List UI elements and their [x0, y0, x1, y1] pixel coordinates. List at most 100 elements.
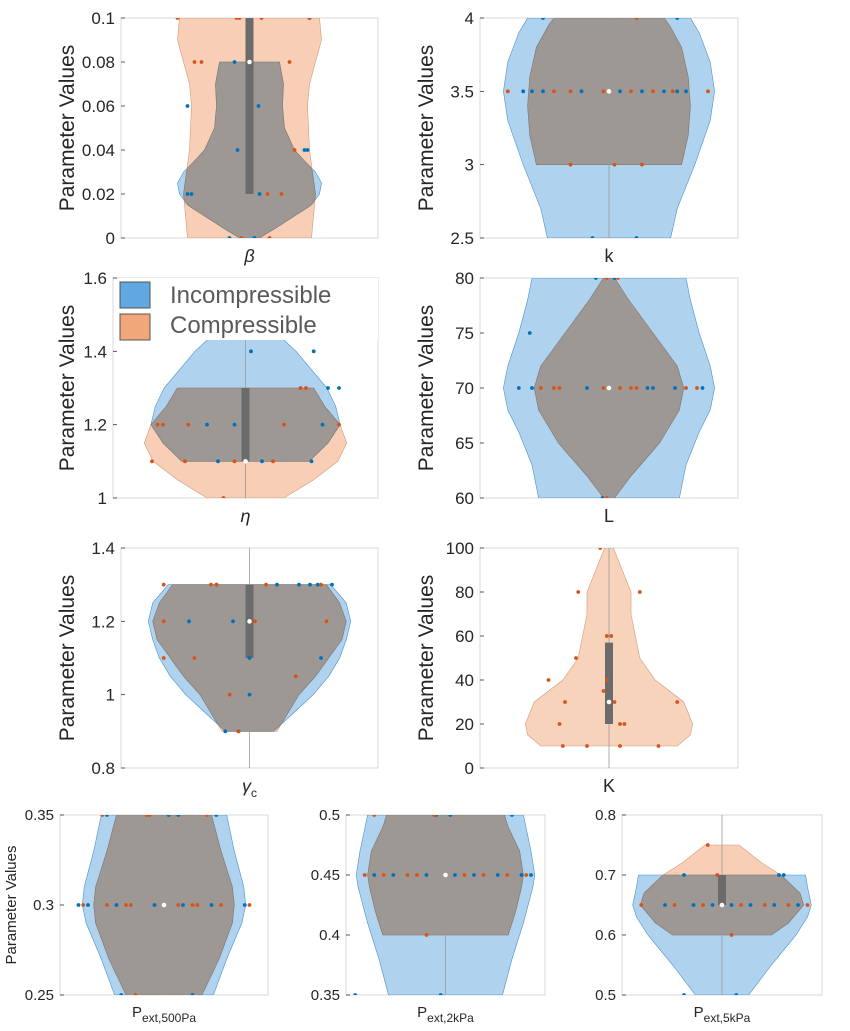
data-point-compressible-L: [684, 386, 688, 390]
legend-label-incompressible: Incompressible: [170, 282, 331, 309]
panel-k: 2.5 3 3.5 4 Parameter Values k: [415, 9, 739, 266]
data-point-incompressible-P500: [176, 815, 181, 817]
data-point-compressible-eta: [221, 496, 226, 498]
ytick-label-P2k: 0.45: [311, 867, 340, 884]
data-point-incompressible-gamma_c: [319, 656, 323, 660]
panel-L: 60 65 70 75 80 Parameter Values L: [415, 269, 739, 526]
data-point-compressible-eta: [337, 422, 341, 427]
data-point-incompressible-beta: [252, 236, 257, 238]
data-point-incompressible-beta: [185, 104, 190, 108]
data-point-incompressible-beta: [232, 60, 237, 64]
ytick-label-P5k: 0.5: [595, 987, 616, 1004]
x-axis-label-main-P500: P: [132, 1004, 142, 1021]
data-point-compressible-P5k: [705, 843, 710, 847]
data-point-compressible-gamma_c: [161, 619, 166, 624]
data-point-compressible-P2k: [505, 873, 510, 877]
data-point-compressible-beta: [237, 18, 242, 20]
data-point-incompressible-k: [675, 89, 680, 94]
data-point-incompressible-beta: [302, 148, 307, 152]
data-point-compressible-L: [557, 386, 562, 390]
data-point-compressible-P500: [204, 815, 209, 817]
ytick-label-K: 100: [446, 539, 474, 558]
data-point-incompressible-P2k: [495, 873, 500, 877]
data-point-compressible-k: [670, 89, 675, 94]
data-point-compressible-beta: [199, 60, 204, 64]
ytick-label-gamma_c: 1.4: [91, 539, 115, 558]
data-point-incompressible-P2k: [510, 815, 514, 817]
data-point-incompressible-P500: [181, 903, 185, 907]
data-point-compressible-K: [656, 744, 661, 748]
x-axis-label-main-eta: η: [241, 506, 251, 526]
data-point-compressible-eta: [183, 459, 187, 464]
ytick-label-eta: 1.2: [83, 416, 107, 435]
data-point-incompressible-k: [541, 18, 545, 20]
data-point-incompressible-P2k: [529, 873, 533, 877]
violins-P2k: [353, 815, 536, 995]
data-point-incompressible-P5k: [772, 903, 777, 907]
data-point-compressible-gamma_c: [227, 692, 232, 697]
data-point-compressible-K: [601, 689, 606, 693]
data-point-compressible-K: [675, 700, 680, 704]
data-point-incompressible-P5k: [682, 873, 686, 877]
legend-background: [118, 278, 378, 340]
violins-beta: [175, 18, 322, 238]
median-marker-beta: [247, 59, 252, 65]
data-point-compressible-gamma_c: [192, 656, 197, 660]
data-point-incompressible-L: [585, 386, 589, 390]
data-point-compressible-gamma_c: [236, 729, 241, 734]
data-point-compressible-L: [604, 496, 609, 498]
data-point-incompressible-P500: [152, 903, 157, 907]
data-point-compressible-beta: [239, 236, 244, 238]
data-point-incompressible-P2k: [424, 873, 429, 877]
data-point-compressible-P5k: [786, 903, 791, 907]
data-point-compressible-P500: [176, 903, 181, 907]
ytick-label-gamma_c: 1.2: [91, 612, 115, 631]
data-point-incompressible-beta: [185, 192, 190, 196]
data-point-incompressible-beta: [257, 192, 262, 196]
y-axis-label-beta: Parameter Values: [56, 45, 79, 212]
data-point-compressible-beta: [307, 18, 312, 20]
data-point-compressible-k: [651, 89, 655, 94]
data-point-incompressible-P500: [209, 903, 214, 907]
y-axis-label-K: Parameter Values: [415, 575, 438, 742]
x-axis-label-P2k: Pext,2kPa: [417, 1004, 474, 1025]
ytick-label-L: 65: [455, 434, 474, 453]
data-point-compressible-beta: [287, 60, 292, 64]
data-point-incompressible-L: [530, 386, 534, 390]
data-point-incompressible-P500: [214, 815, 219, 817]
violins-k: [503, 18, 715, 238]
data-point-compressible-P2k: [381, 873, 386, 877]
data-point-incompressible-eta: [311, 349, 316, 354]
data-point-incompressible-k: [521, 89, 526, 94]
data-point-incompressible-k: [618, 89, 622, 94]
data-point-incompressible-gamma_c: [247, 692, 252, 697]
data-point-compressible-P5k: [639, 903, 644, 907]
ytick-label-k: 3: [465, 156, 474, 175]
x-axis-label-K: K: [603, 776, 615, 796]
data-point-compressible-K: [563, 700, 567, 704]
data-point-incompressible-gamma_c: [308, 582, 312, 587]
x-axis-label-main-k: k: [605, 246, 615, 266]
x-axis-label-L: L: [604, 506, 614, 526]
median-marker-L: [606, 385, 612, 391]
data-point-incompressible-eta: [326, 386, 330, 390]
data-point-compressible-P2k: [524, 873, 529, 877]
violins-L: [503, 278, 715, 498]
ytick-label-P2k: 0.4: [319, 927, 340, 944]
data-point-incompressible-P5k: [734, 993, 739, 995]
data-point-compressible-K: [612, 700, 617, 704]
x-axis-label-main-L: L: [604, 506, 614, 526]
data-point-compressible-gamma_c: [319, 582, 323, 587]
ytick-label-P5k: 0.8: [595, 807, 616, 824]
iqr-box-beta: [245, 18, 254, 194]
data-point-compressible-eta: [232, 459, 237, 464]
x-axis-label-main-gamma_c: γ: [242, 776, 252, 796]
data-point-compressible-P5k: [739, 903, 743, 907]
ytick-label-P2k: 0.5: [319, 807, 340, 824]
data-point-incompressible-P5k: [777, 873, 781, 877]
data-point-incompressible-L: [651, 386, 655, 390]
iqr-box-P5k: [718, 875, 726, 905]
data-point-compressible-eta: [161, 422, 165, 427]
data-point-incompressible-P500: [86, 903, 90, 907]
data-point-compressible-beta: [267, 236, 272, 238]
